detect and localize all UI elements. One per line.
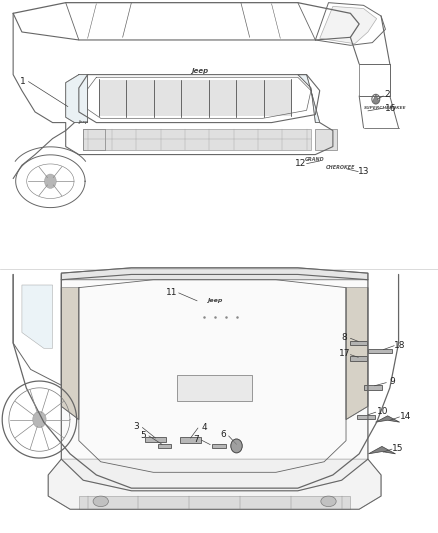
Circle shape	[231, 439, 242, 453]
Text: 12: 12	[295, 159, 307, 168]
Text: 14: 14	[399, 412, 411, 421]
Ellipse shape	[93, 496, 109, 506]
Polygon shape	[99, 80, 126, 116]
Polygon shape	[177, 375, 252, 401]
Text: 4: 4	[201, 423, 207, 432]
Text: 11: 11	[166, 288, 178, 297]
Polygon shape	[180, 438, 201, 443]
Text: GRAND: GRAND	[304, 157, 324, 163]
Polygon shape	[61, 274, 368, 491]
Polygon shape	[373, 94, 379, 104]
Polygon shape	[236, 80, 264, 116]
Polygon shape	[154, 80, 181, 116]
Polygon shape	[264, 80, 291, 116]
Polygon shape	[48, 459, 381, 509]
Polygon shape	[83, 129, 311, 150]
Polygon shape	[61, 268, 368, 280]
Polygon shape	[298, 75, 320, 123]
Text: 13: 13	[358, 167, 370, 176]
Text: Jeep: Jeep	[191, 68, 208, 74]
Circle shape	[45, 174, 56, 188]
Text: Jeep: Jeep	[78, 119, 88, 124]
Polygon shape	[346, 288, 368, 419]
Polygon shape	[61, 288, 79, 419]
Text: Jeep: Jeep	[207, 298, 223, 303]
Text: CHEROKEE: CHEROKEE	[326, 165, 356, 171]
Text: 10: 10	[377, 407, 388, 416]
Text: 7: 7	[193, 435, 199, 444]
Polygon shape	[315, 129, 337, 150]
Text: 3: 3	[133, 422, 139, 431]
Polygon shape	[126, 80, 154, 116]
Text: 5: 5	[140, 431, 146, 440]
Polygon shape	[376, 416, 399, 422]
Polygon shape	[368, 447, 396, 454]
Polygon shape	[350, 341, 367, 345]
Text: 9: 9	[389, 377, 395, 386]
Text: 1: 1	[20, 77, 26, 86]
Polygon shape	[320, 6, 377, 44]
Text: 6: 6	[220, 430, 226, 439]
Text: 15: 15	[392, 444, 403, 453]
Polygon shape	[83, 129, 105, 150]
Polygon shape	[66, 75, 88, 123]
Polygon shape	[368, 349, 392, 353]
Text: 16: 16	[385, 104, 396, 112]
Polygon shape	[145, 437, 166, 442]
Polygon shape	[364, 385, 382, 390]
Polygon shape	[208, 80, 236, 116]
Polygon shape	[22, 285, 53, 349]
Text: 8: 8	[342, 333, 348, 342]
Polygon shape	[181, 80, 208, 116]
Text: 18: 18	[394, 341, 405, 350]
Ellipse shape	[321, 496, 336, 506]
Text: SUPERCHEROKEE: SUPERCHEROKEE	[364, 106, 406, 110]
Polygon shape	[212, 443, 226, 448]
Polygon shape	[350, 357, 367, 361]
Polygon shape	[79, 496, 350, 509]
Polygon shape	[357, 415, 375, 419]
Text: 17: 17	[339, 349, 350, 358]
Circle shape	[33, 411, 46, 427]
Polygon shape	[158, 443, 171, 448]
Text: 2: 2	[385, 91, 390, 99]
